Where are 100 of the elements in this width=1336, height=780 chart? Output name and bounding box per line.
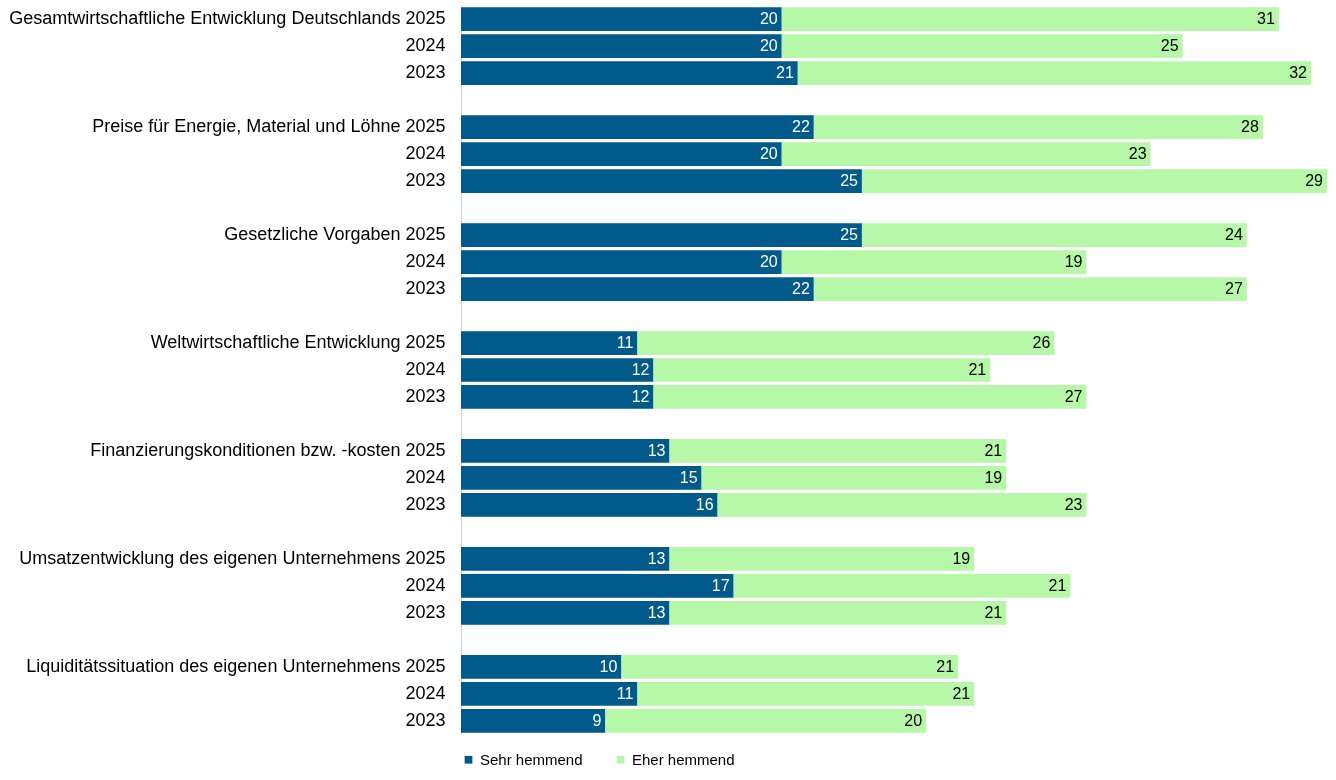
data-label: 9 [592, 711, 602, 729]
bar [461, 277, 814, 301]
bar [461, 466, 702, 490]
bar [637, 331, 1055, 355]
data-label: 21 [1048, 576, 1067, 594]
bar [781, 142, 1151, 167]
data-label: 25 [1160, 37, 1179, 55]
y-tick-label: 2023 [405, 601, 446, 622]
bar [669, 600, 1007, 625]
data-label: 10 [599, 657, 618, 675]
bar [653, 385, 1087, 409]
data-label: 25 [840, 172, 859, 190]
bar [461, 654, 622, 679]
bar [797, 61, 1311, 86]
y-tick-label: Gesetzliche Vorgaben 2025 [224, 224, 446, 245]
bar [717, 493, 1087, 517]
bar [781, 250, 1087, 274]
data-label: 13 [647, 441, 666, 459]
data-label: 19 [984, 468, 1003, 486]
data-label: 19 [1064, 253, 1083, 271]
bar [813, 277, 1247, 301]
bar [781, 7, 1279, 32]
bar [461, 573, 734, 598]
y-tick-label: Gesamtwirtschaftliche Entwicklung Deutschlands 2025 [9, 8, 446, 29]
bar [461, 169, 862, 193]
y-tick-label: 2024 [405, 143, 446, 164]
bar [461, 385, 654, 409]
bar [461, 115, 814, 140]
bar [669, 547, 975, 571]
bar [461, 7, 782, 32]
data-label: 21 [984, 603, 1003, 621]
y-tick-label: Umsatzentwicklung des eigenen Unternehmens 2025 [19, 547, 446, 568]
y-tick-label: 2023 [405, 62, 446, 83]
data-label: 22 [792, 280, 810, 298]
bar [653, 358, 991, 382]
bar [461, 61, 798, 86]
data-label: 20 [759, 10, 778, 28]
bar [701, 466, 1007, 490]
data-label: 19 [952, 549, 971, 567]
data-label: 28 [1241, 118, 1259, 136]
bar [861, 169, 1327, 193]
bar [621, 654, 959, 679]
data-label: 27 [1064, 387, 1083, 405]
bar [669, 439, 1007, 463]
bar [781, 34, 1183, 59]
y-tick-label: 2024 [405, 574, 446, 595]
y-tick-label: 2023 [405, 385, 446, 406]
bar [733, 573, 1071, 598]
bar [461, 142, 782, 167]
data-label: 27 [1225, 280, 1243, 298]
y-tick-label: 2024 [405, 35, 446, 56]
data-label: 12 [631, 361, 650, 378]
data-label: 25 [840, 226, 859, 244]
bar [461, 439, 670, 463]
data-label: 20 [759, 37, 778, 55]
data-label: 20 [759, 253, 778, 271]
data-label: 21 [952, 684, 971, 702]
y-tick-label: Liquiditätssituation des eigenen Unternehmens 2025 [26, 655, 446, 676]
bar [461, 600, 670, 625]
data-label: 23 [1064, 495, 1083, 513]
bar [461, 223, 862, 247]
data-label: 20 [904, 711, 923, 729]
data-label: 21 [968, 361, 987, 378]
data-label: 15 [679, 468, 698, 486]
data-label: 17 [711, 576, 730, 594]
y-tick-label: 2024 [405, 359, 446, 379]
y-tick-label: 2024 [405, 251, 446, 272]
data-label: 12 [631, 387, 650, 405]
data-label: 23 [1128, 145, 1147, 163]
y-tick-label: 2024 [405, 682, 446, 703]
y-tick-label: Preise für Energie, Material und Löhne 2025 [92, 116, 446, 137]
bar [605, 708, 927, 733]
y-tick-label: 2023 [405, 709, 446, 730]
data-label: 13 [647, 549, 666, 567]
y-tick-label: Weltwirtschaftliche Entwicklung 2025 [150, 332, 446, 353]
data-label: 26 [1032, 334, 1051, 352]
bar [461, 681, 638, 706]
legend-label: Sehr hemmend [480, 750, 583, 768]
y-tick-label: 2024 [405, 466, 446, 487]
data-label: 21 [775, 64, 794, 82]
y-tick-label: 2023 [405, 278, 446, 299]
data-label: 11 [616, 684, 634, 702]
data-label: 22 [792, 118, 810, 136]
bar [461, 547, 670, 571]
data-label: 20 [759, 145, 778, 163]
bar [861, 223, 1247, 247]
data-label: 11 [616, 334, 634, 352]
bar [461, 358, 654, 382]
data-label: 13 [647, 603, 666, 621]
y-tick-label: 2023 [405, 170, 446, 191]
bar [637, 681, 975, 706]
bar [461, 493, 718, 517]
data-label: 32 [1289, 64, 1308, 82]
bar [813, 115, 1263, 140]
bar [461, 250, 782, 274]
data-label: 24 [1225, 226, 1243, 244]
data-label: 16 [695, 495, 714, 513]
y-tick-label: Finanzierungskonditionen bzw. -kosten 2025 [90, 439, 446, 460]
data-label: 31 [1257, 10, 1275, 28]
data-label: 21 [936, 657, 955, 675]
